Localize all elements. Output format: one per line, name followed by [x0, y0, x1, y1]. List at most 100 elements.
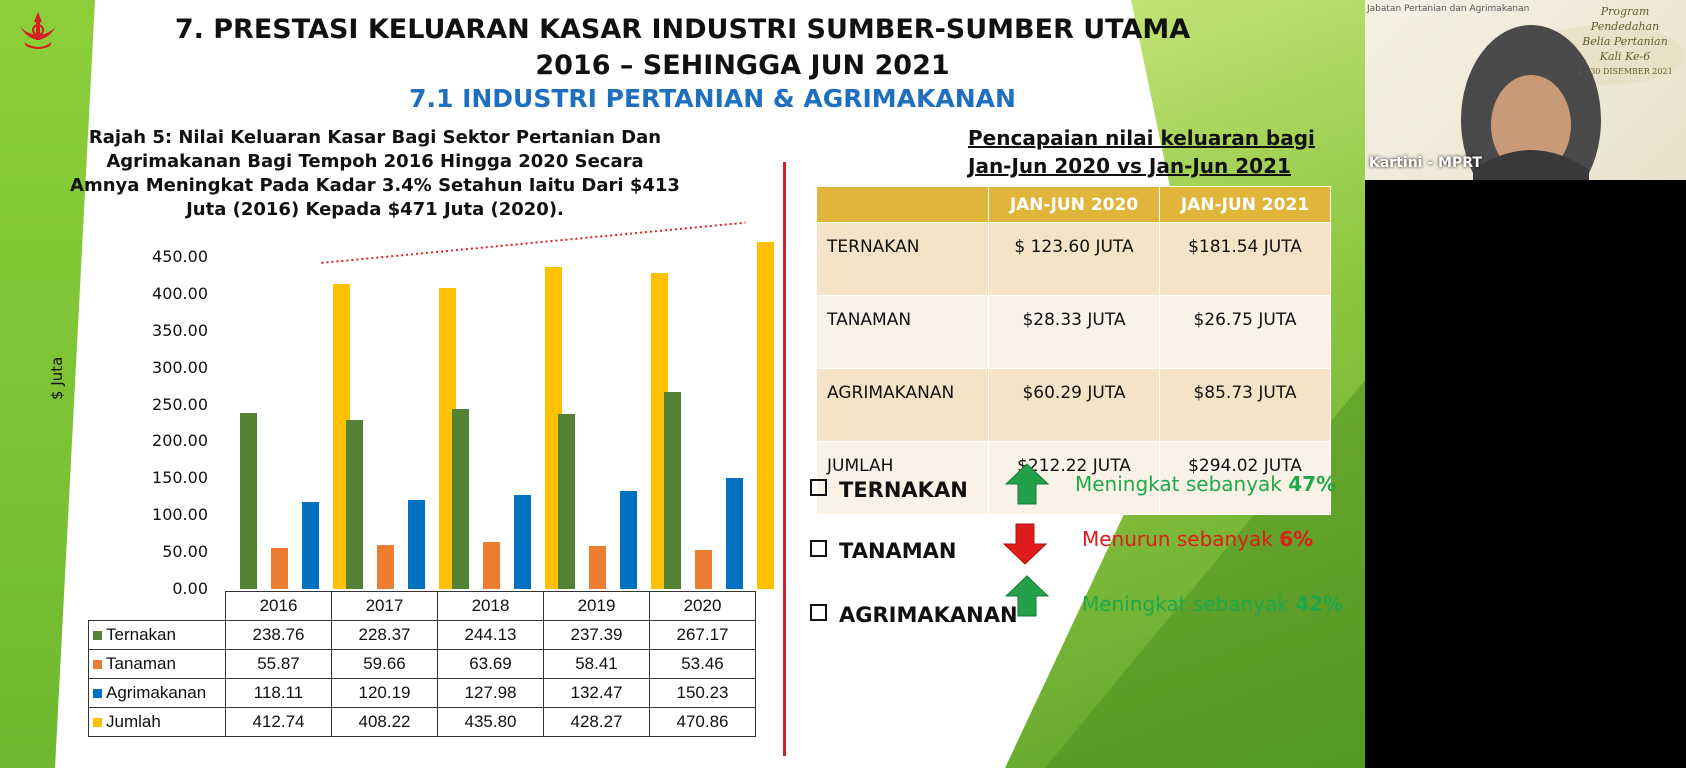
value-2020: $28.33 JUTA: [988, 295, 1160, 369]
y-tick-label: 350.00: [152, 320, 208, 340]
summary-tanaman: TANAMAN: [810, 539, 957, 563]
chart-caption: Rajah 5: Nilai Keluaran Kasar Bagi Sekto…: [70, 127, 680, 220]
table-cell-value: 127.98: [437, 678, 544, 708]
table-cell-value: 267.17: [649, 620, 756, 650]
y-tick-label: 300.00: [152, 357, 208, 377]
bar-tanaman-2019: [589, 545, 606, 589]
summary-agrimakanan: AGRIMAKANAN: [810, 603, 1018, 627]
bar-ternakan-2018: [452, 408, 469, 589]
summary-percent: 6%: [1279, 527, 1314, 551]
bar-agrimakanan-2020: [726, 478, 743, 589]
bar-jumlah-2019: [651, 272, 668, 589]
row-label: TERNAKAN: [816, 222, 989, 296]
banner-line1: Program Pendedahan: [1590, 5, 1660, 33]
section-divider: [783, 162, 786, 756]
legend-label: Tanaman: [106, 654, 176, 673]
bar-tanaman-2020: [695, 549, 712, 589]
bar-agrimakanan-2018: [514, 494, 531, 589]
banner-line3: Kali Ke-6: [1599, 50, 1651, 63]
legend-swatch: [93, 631, 102, 640]
table-cell-value: 244.13: [437, 620, 544, 650]
legend-swatch: [93, 660, 102, 669]
bar-tanaman-2016: [271, 547, 288, 589]
value-2020: $60.29 JUTA: [988, 368, 1160, 442]
summary-label: TERNAKAN: [839, 478, 968, 502]
y-tick-label: 400.00: [152, 283, 208, 303]
header-jan-jun-2020: JAN-JUN 2020: [988, 186, 1160, 223]
table-row: Jumlah 412.74 408.22 435.80 428.27 470.86: [88, 707, 756, 737]
legend-swatch: [93, 718, 102, 727]
bar-jumlah-2020: [757, 241, 774, 589]
table-cell-value: 435.80: [437, 707, 544, 737]
table-row: TERNAKAN $ 123.60 JUTA $181.54 JUTA: [816, 222, 1331, 296]
header-blank: [816, 186, 989, 223]
table-cell-value: 150.23: [649, 678, 756, 708]
table-cell-value: 55.87: [225, 649, 332, 679]
summary-message-ternakan: Meningkat sebanyak 47%: [1075, 472, 1336, 496]
row-label: TANAMAN: [816, 295, 989, 369]
table-cell-value: 59.66: [331, 649, 438, 679]
banner-dates: 2 - 30 DISEMBER 2021: [1577, 67, 1673, 76]
legend-label: Ternakan: [106, 625, 176, 644]
table-cell-value: 238.76: [225, 620, 332, 650]
row-label: AGRIMAKANAN: [816, 368, 989, 442]
table-row: JUMLAH $212.22 JUTA $294.02 JUTA: [816, 441, 1331, 515]
bar-ternakan-2020: [664, 391, 681, 589]
table-cell-value: 408.22: [331, 707, 438, 737]
participant-video-feed: [1461, 25, 1685, 180]
bar-agrimakanan-2017: [408, 500, 425, 589]
performance-title: Pencapaian nilai keluaran bagi Jan-Jun 2…: [968, 124, 1315, 180]
trendline-jumlah: [321, 221, 746, 264]
table-cell-value: 237.39: [543, 620, 650, 650]
table-cell-value: 120.19: [331, 678, 438, 708]
y-tick-label: 250.00: [152, 394, 208, 414]
legend-label: Jumlah: [106, 712, 161, 731]
bar-tanaman-2018: [483, 541, 500, 589]
performance-table: JAN-JUN 2020 JAN-JUN 2021 TERNAKAN $ 123…: [816, 186, 1331, 515]
bar-jumlah-2018: [545, 267, 562, 589]
value-2021: $294.02 JUTA: [1159, 441, 1331, 515]
slide-subtitle: 7.1 INDUSTRI PERTANIAN & AGRIMAKANAN: [409, 84, 1016, 113]
legend-tanaman: Tanaman: [88, 649, 226, 679]
up-arrow-icon: [1004, 463, 1050, 505]
chart-data-table: 2016 2017 2018 2019 2020 Ternakan 238.76 228.3…: [88, 591, 756, 737]
summary-percent: 47%: [1288, 472, 1337, 496]
table-cell-value: 58.41: [543, 649, 650, 679]
value-2021: $26.75 JUTA: [1159, 295, 1331, 369]
checkbox-icon: [810, 479, 827, 496]
down-arrow-icon: [1002, 523, 1048, 565]
bar-jumlah-2016: [333, 284, 350, 589]
y-tick-label: 200.00: [152, 431, 208, 451]
summary-ternakan: TERNAKAN: [810, 478, 968, 502]
table-year-header: 2020: [649, 591, 756, 621]
table-cell-value: 118.11: [225, 678, 332, 708]
chart-trendline: [321, 221, 746, 264]
table-row: Tanaman 55.87 59.66 63.69 58.41 53.46: [88, 649, 756, 679]
value-2021: $181.54 JUTA: [1159, 222, 1331, 296]
legend-jumlah: Jumlah: [88, 707, 226, 737]
participant-video-tile[interactable]: [1365, 0, 1686, 180]
performance-table-header: JAN-JUN 2020 JAN-JUN 2021: [816, 186, 1331, 223]
y-tick-label: 100.00: [152, 505, 208, 525]
bar-jumlah-2017: [439, 287, 456, 589]
participant-name: Kartini - MPRT: [1369, 155, 1482, 171]
table-cell-value: 412.74: [225, 707, 332, 737]
y-tick-label: 50.00: [162, 542, 208, 562]
table-cell-value: 470.86: [649, 707, 756, 737]
y-tick-label: 0.00: [172, 579, 208, 598]
summary-text: Menurun sebanyak: [1082, 527, 1273, 551]
summary-message-tanaman: Menurun sebanyak 6%: [1082, 527, 1313, 551]
y-tick-label: 450.00: [152, 246, 208, 266]
performance-title-line2: Jan-Jun 2020 vs Jan-Jun 2021: [968, 154, 1291, 178]
bar-ternakan-2019: [558, 413, 575, 589]
banner-line2: Belia Pertanian: [1582, 35, 1668, 48]
table-cell-value: 428.27: [543, 707, 650, 737]
header-jan-jun-2021: JAN-JUN 2021: [1159, 186, 1331, 223]
row-label: JUMLAH: [816, 441, 989, 515]
table-row: Ternakan 238.76 228.37 244.13 237.39 267.17: [88, 620, 756, 650]
bar-tanaman-2017: [377, 544, 394, 589]
legend-agrimakanan: Agrimakanan: [88, 678, 226, 708]
table-row: TANAMAN $28.33 JUTA $26.75 JUTA: [816, 295, 1331, 369]
bar-ternakan-2016: [240, 412, 257, 589]
table-year-header: 2018: [437, 591, 544, 621]
